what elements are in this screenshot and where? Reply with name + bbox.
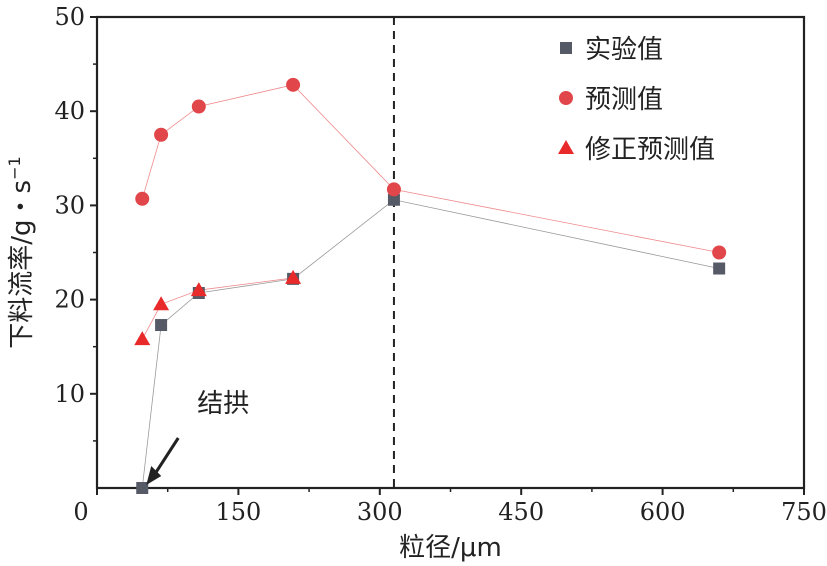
y-tick-label: 10 <box>54 380 85 408</box>
series-2-point <box>154 127 169 142</box>
series-line-1 <box>141 199 720 489</box>
annotation-label: 结拱 <box>197 389 249 419</box>
series-2-point <box>712 245 727 260</box>
series-line-2 <box>141 84 720 253</box>
x-tick-label: 300 <box>357 498 403 526</box>
legend-label-3: 修正预测值 <box>585 135 715 165</box>
series-connector-lines <box>141 84 720 489</box>
legend-label-2: 预测值 <box>585 85 663 115</box>
series-1-point <box>155 319 168 332</box>
y-tick-label: 30 <box>54 191 85 219</box>
y-tick-label: 50 <box>54 3 85 31</box>
y-axis-title-main: 下料流率/g・s <box>7 180 37 349</box>
legend-marker-1 <box>560 42 572 54</box>
annotation-arrow-shaft <box>152 437 180 476</box>
legend-label-1: 实验值 <box>585 35 663 65</box>
x-tick-label: 150 <box>215 498 261 526</box>
x-axis-title: 粒径/μm <box>399 533 502 563</box>
series-1-point <box>713 262 726 275</box>
series-3-point <box>285 269 302 284</box>
annotation-group: 结拱 <box>146 389 249 485</box>
legend-marker-3 <box>558 140 574 154</box>
legend-marker-2 <box>559 91 573 105</box>
ticks: 0 150 300 450 600 750 10 20 30 40 50 <box>54 3 826 526</box>
y-axis-title-superscript: −1 <box>5 156 24 180</box>
series-3-point <box>153 296 170 311</box>
series-3-point <box>190 282 207 297</box>
series-2-point <box>286 77 301 92</box>
x-tick-label: 450 <box>498 498 544 526</box>
series-2-point <box>386 182 401 197</box>
x-tick-label: 0 <box>73 498 88 526</box>
series-1-point <box>136 482 149 494</box>
y-tick-label: 20 <box>54 286 85 314</box>
y-axis-title-group: 下料流率/g・s−1 <box>5 156 37 348</box>
x-tick-label: 750 <box>781 498 827 526</box>
x-tick-label: 600 <box>640 498 686 526</box>
y-axis-title: 下料流率/g・s−1 <box>5 156 37 348</box>
series-2-point <box>191 99 206 114</box>
annotation-arrowhead <box>146 466 162 485</box>
series-1-point <box>387 193 400 206</box>
series-line-3 <box>141 277 294 340</box>
series-3-point <box>134 331 151 346</box>
y-tick-label: 40 <box>54 97 85 125</box>
data-points <box>134 77 727 494</box>
series-2-point <box>135 191 150 206</box>
